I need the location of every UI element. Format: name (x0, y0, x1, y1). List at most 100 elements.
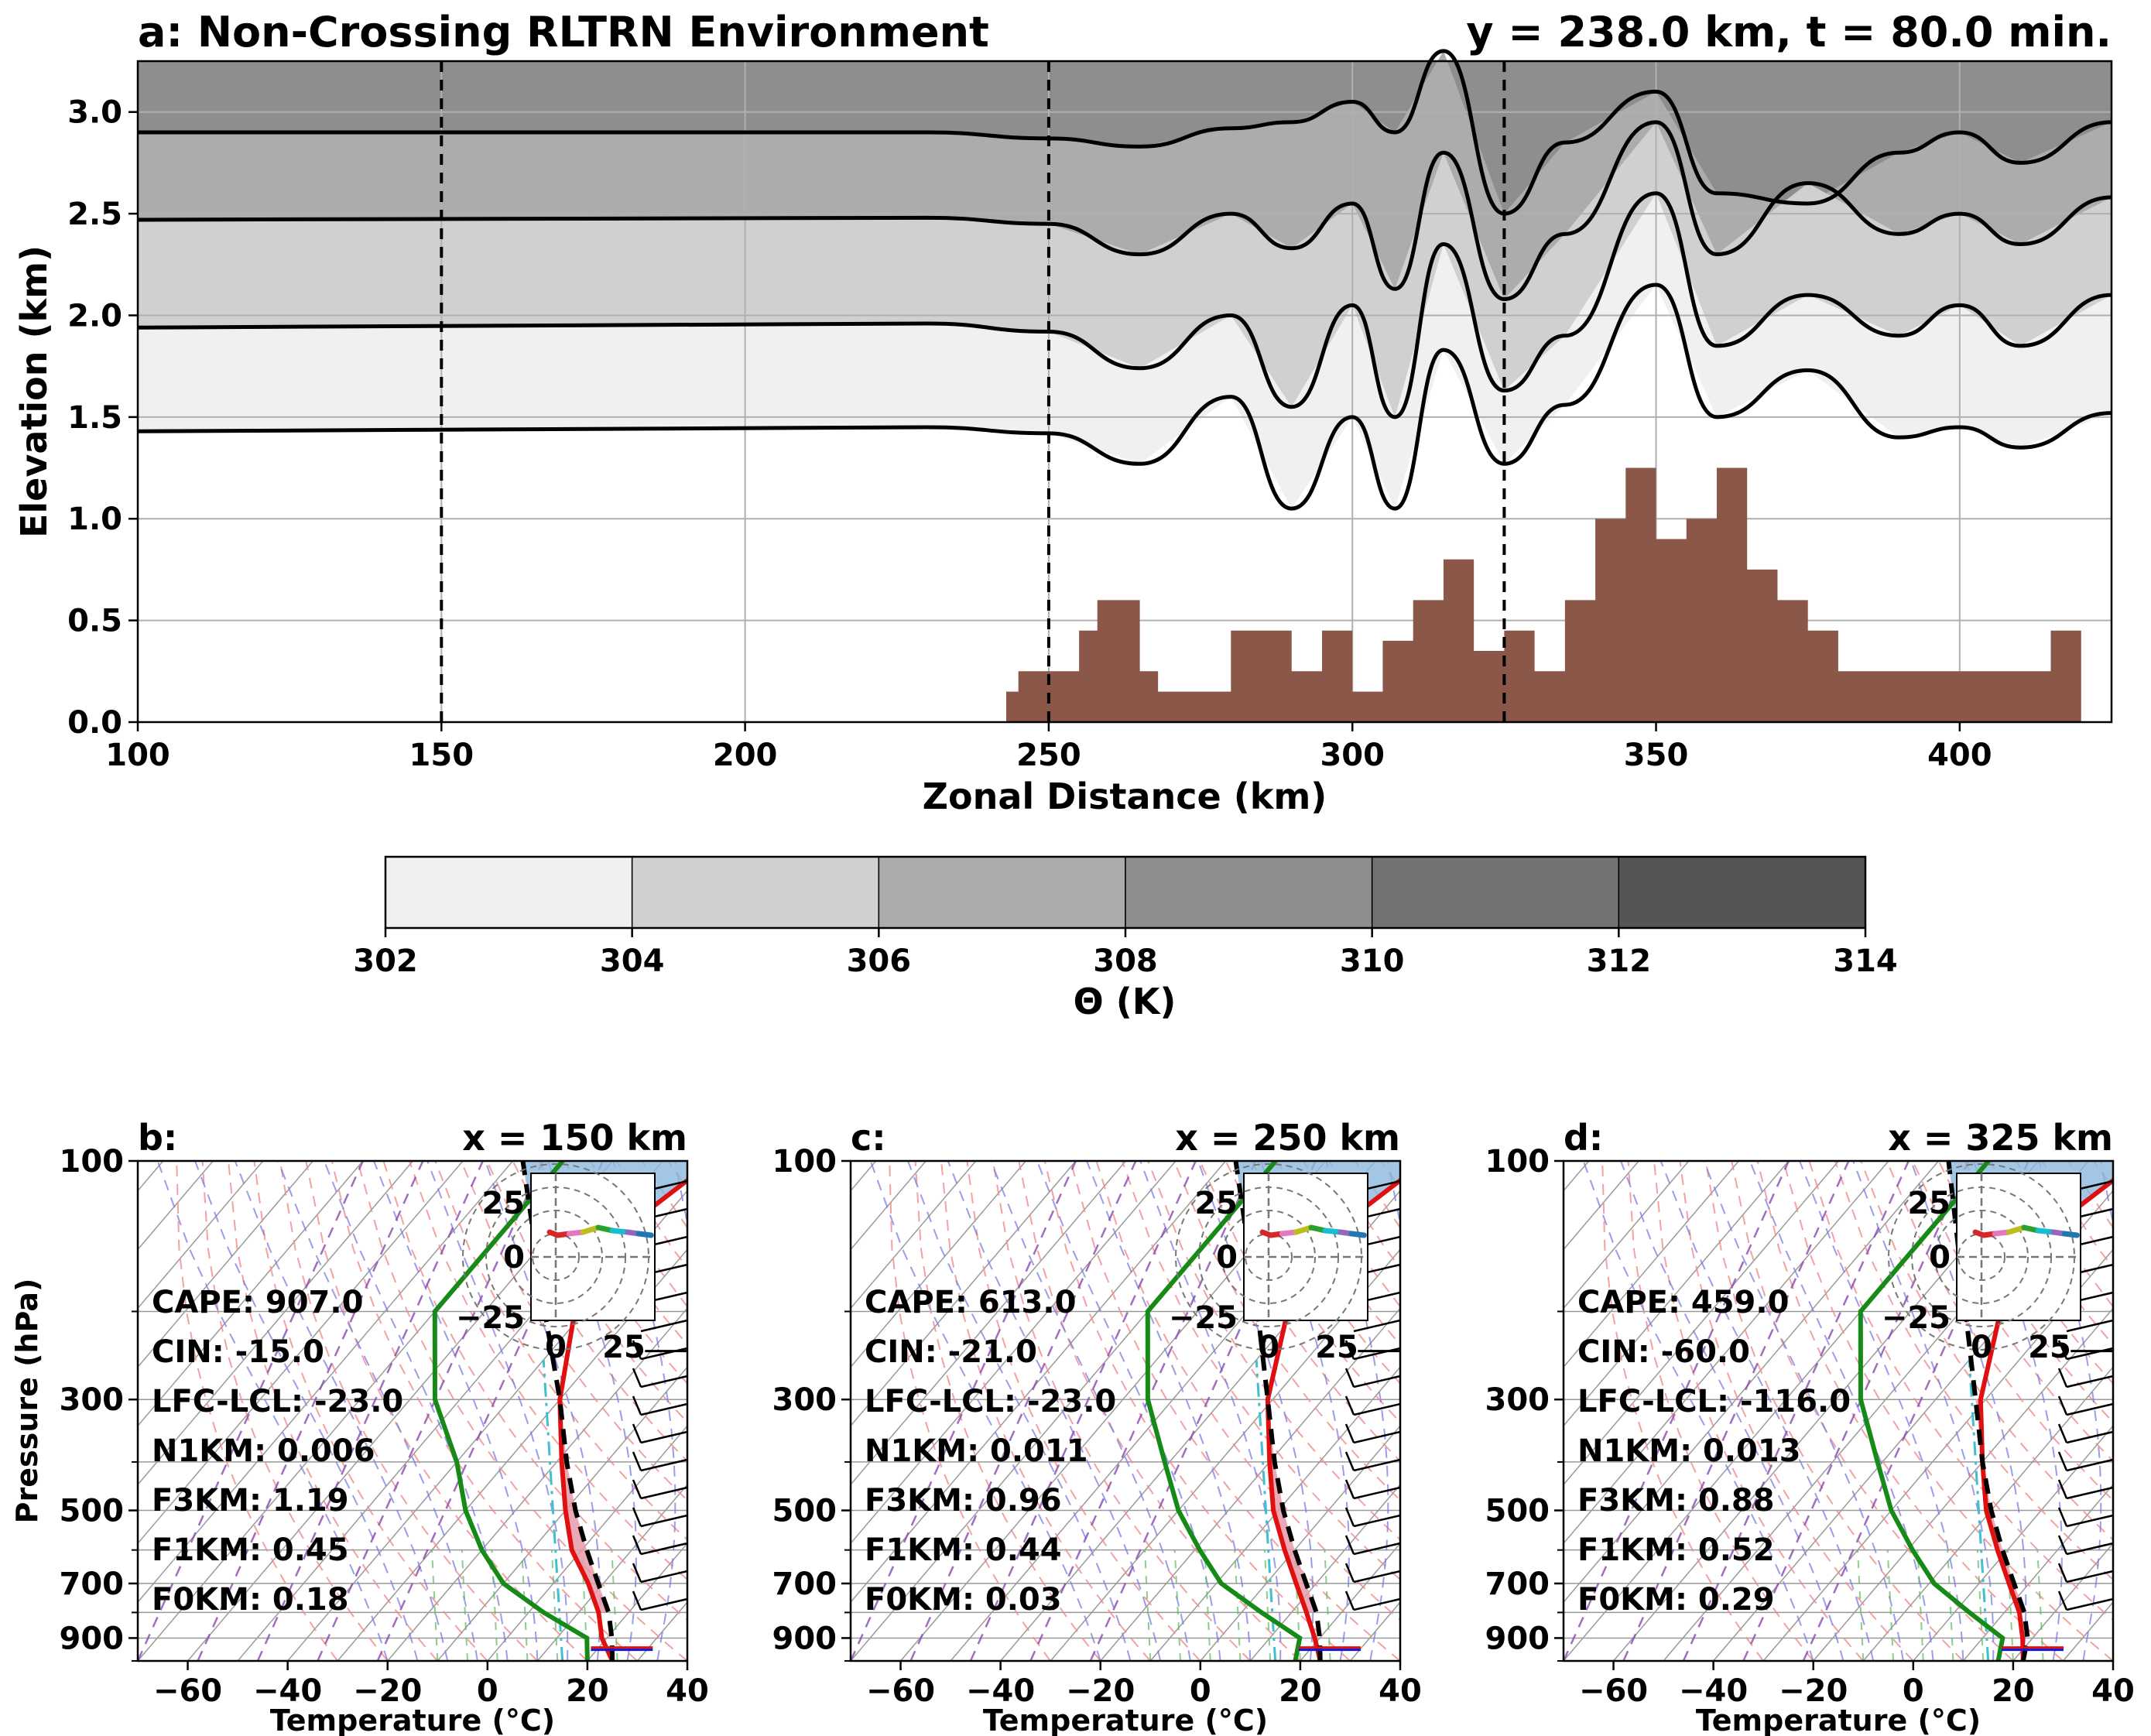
dry-adiabat (1147, 1161, 1400, 1541)
isotherm (851, 1161, 1227, 1604)
hodograph-inset: 25 0 −25 0 25 (1882, 1163, 2081, 1365)
moist-adiabat (1910, 1161, 2027, 1661)
wind-barb (1353, 1347, 1401, 1361)
terrain (1006, 467, 2081, 722)
colorbar-tick-label: 308 (1093, 943, 1158, 979)
stat-4: F3KM: 0.88 (1577, 1483, 1775, 1519)
dry-adiabat (1783, 1161, 2113, 1661)
wind-barb (640, 1402, 688, 1416)
isentrope-2 (137, 120, 2112, 301)
ytick-label: 0.0 (67, 705, 122, 741)
isotherm (138, 1161, 464, 1545)
moist-adiabat (373, 1161, 539, 1661)
hodograph-segment (635, 1231, 654, 1238)
ytick-label: 2.5 (67, 197, 122, 232)
ptick-label: 300 (60, 1382, 125, 1418)
isotherm (851, 1161, 977, 1310)
stat-1: CIN: -21.0 (865, 1334, 1037, 1370)
wind-barb-flag (2057, 1451, 2068, 1471)
reference-line (542, 1359, 564, 1661)
dry-adiabat (176, 1161, 338, 1661)
ttick-label: 0 (477, 1673, 498, 1709)
moist-adiabat (947, 1161, 1162, 1661)
panel-a: 100 150 200 250 300 350 400 0.0 0.5 1.0 1.5 2.0 2.5 3… (13, 8, 2113, 817)
isotherm (1564, 1161, 1840, 1486)
parcel-profile (520, 1161, 615, 1661)
moist-adiabat (2100, 1161, 2113, 1661)
isotherm (851, 1161, 1177, 1545)
wind-barb (640, 1486, 688, 1500)
dry-adiabat (512, 1161, 687, 1424)
ptick-label: 900 (60, 1621, 125, 1656)
mixing-ratio-line (1947, 1549, 1954, 1661)
mixing-ratio-line (611, 1549, 618, 1661)
stat-3: N1KM: 0.006 (152, 1433, 375, 1469)
stat-5: F1KM: 0.44 (865, 1532, 1062, 1568)
wind-barb-flag (2057, 1423, 2068, 1443)
wind-barb (1353, 1542, 1401, 1556)
wind-barb (1353, 1514, 1401, 1528)
wind-barb-flag (2057, 1340, 2068, 1360)
moist-adiabat (1799, 1161, 1964, 1661)
skewt-xlabel: Temperature (°C) (983, 1703, 1268, 1736)
wind-barb-flag (1344, 1479, 1355, 1499)
ttick-label: 20 (1992, 1673, 2035, 1709)
wind-barb (1353, 1402, 1401, 1416)
wind-barb-flag (2057, 1479, 2068, 1499)
wind-barb-flag (2057, 1535, 2068, 1555)
wind-barb-flag (1344, 1563, 1355, 1583)
stat-6: F0KM: 0.29 (1577, 1582, 1775, 1618)
colorbar-tick-label: 312 (1587, 943, 1652, 979)
hodograph-frame (1243, 1173, 1368, 1321)
isotherm (1249, 1484, 1400, 1661)
wind-barb (640, 1347, 688, 1361)
moist-adiabat (1260, 1161, 1350, 1661)
dry-adiabat (1095, 1161, 1400, 1621)
hodograph-ytick: 25 (1194, 1186, 1238, 1221)
xtick-label: 200 (713, 738, 778, 773)
isotherm (138, 1161, 214, 1251)
stat-2: LFC-LCL: -116.0 (1577, 1384, 1851, 1419)
dry-adiabat (201, 1161, 389, 1661)
wind-barb (2066, 1597, 2114, 1611)
skewt-panel-1: b: x = 150 km 100 300 500 700 900 −60 −40 −20 0 20 4… (60, 1117, 709, 1736)
dry-adiabat (228, 1161, 439, 1661)
mixing-ratio-line (491, 1549, 498, 1661)
isotherm (1564, 1161, 1639, 1251)
hodograph-ytick: 25 (1907, 1186, 1951, 1221)
isotherm (1564, 1161, 1739, 1368)
wind-barb (2066, 1486, 2114, 1500)
ttick-label: −20 (1066, 1673, 1135, 1709)
hodograph-xtick: 0 (545, 1330, 567, 1365)
isotherm (1913, 1425, 2113, 1661)
wind-barb (2066, 1570, 2114, 1584)
isotherm (1050, 1248, 1400, 1661)
wind-barb-flag (632, 1395, 642, 1416)
moist-adiabat (990, 1161, 1191, 1661)
dry-adiabat (486, 1161, 687, 1463)
wind-barb (640, 1570, 688, 1584)
isotherm (851, 1161, 1026, 1368)
hodograph-xtick: 25 (1315, 1330, 1358, 1365)
isotherm (437, 1366, 687, 1661)
stat-1: CIN: -60.0 (1577, 1334, 1750, 1370)
ttick-label: −40 (253, 1673, 322, 1709)
hodograph-xtick: 0 (1258, 1330, 1279, 1365)
isotherm (1962, 1484, 2113, 1661)
hodograph-frame (1956, 1173, 2081, 1321)
ttick-label: 40 (2091, 1673, 2135, 1709)
skewt-panel-2: c: x = 250 km 100 300 500 700 900 −60 −40 −20 0 20 4… (772, 1117, 1422, 1736)
dry-adiabat (1704, 1161, 1964, 1661)
mixing-ratio-line (1234, 1549, 1242, 1661)
wind-barb (640, 1597, 688, 1611)
wind-barb (640, 1319, 688, 1333)
isotherm (1149, 1366, 1400, 1661)
reference-line (1968, 1359, 1990, 1661)
dewpoint-profile (432, 1161, 590, 1661)
wind-barb-flag (632, 1507, 642, 1527)
cin-shading (560, 1399, 609, 1613)
ttick-label: 0 (1903, 1673, 1924, 1709)
dry-adiabat (2119, 1161, 2151, 1661)
isotherm (851, 1161, 1127, 1486)
mixing-ratio-line (1173, 1549, 1181, 1661)
